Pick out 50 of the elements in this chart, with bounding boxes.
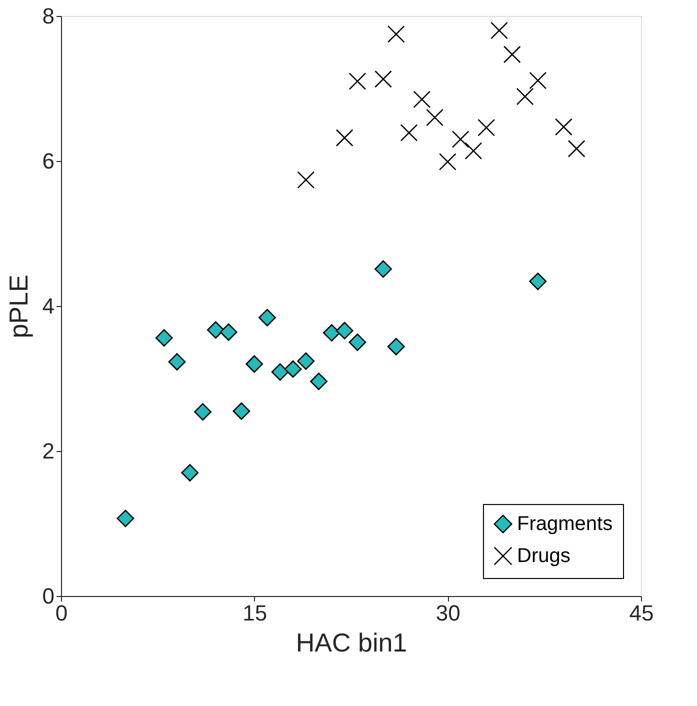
point	[271, 363, 289, 381]
point	[194, 403, 212, 421]
x-tick-label: 45	[629, 600, 654, 626]
point	[322, 324, 340, 342]
x-axis-title: HAC bin1	[296, 628, 408, 658]
point	[336, 129, 354, 147]
point	[387, 338, 405, 356]
point	[220, 323, 238, 341]
y-tick-label: 0	[42, 584, 54, 608]
point	[413, 90, 431, 108]
point	[348, 334, 366, 351]
point	[258, 308, 276, 326]
point	[529, 272, 547, 290]
point	[438, 153, 456, 170]
point	[529, 72, 547, 90]
point	[568, 140, 586, 158]
point	[554, 118, 572, 136]
point	[232, 402, 250, 420]
point	[478, 118, 496, 136]
point	[246, 355, 264, 373]
point	[181, 464, 199, 482]
point	[116, 510, 134, 528]
point	[348, 72, 366, 90]
point	[155, 329, 173, 347]
y-axis-title: pPLE	[3, 274, 34, 338]
point	[464, 142, 482, 160]
point	[452, 130, 470, 148]
y-tick-label: 2	[42, 438, 54, 464]
point	[374, 260, 392, 278]
point	[168, 353, 186, 371]
legend-label: Drugs	[517, 545, 570, 567]
point	[310, 372, 328, 390]
point	[206, 321, 224, 339]
point	[297, 171, 315, 189]
point	[284, 360, 302, 378]
point	[297, 352, 315, 370]
point	[400, 124, 418, 142]
point	[336, 322, 354, 340]
point	[490, 22, 508, 40]
legend-label: Fragments	[517, 513, 613, 535]
point	[516, 88, 534, 106]
point	[387, 25, 405, 43]
point	[374, 70, 392, 88]
y-tick-label: 8	[42, 4, 54, 28]
y-tick-label: 4	[42, 294, 54, 318]
y-tick-label: 6	[42, 148, 54, 174]
point	[426, 108, 444, 126]
x-tick-label: 30	[436, 600, 460, 626]
x-tick-label: 15	[242, 600, 268, 626]
point	[503, 46, 521, 64]
